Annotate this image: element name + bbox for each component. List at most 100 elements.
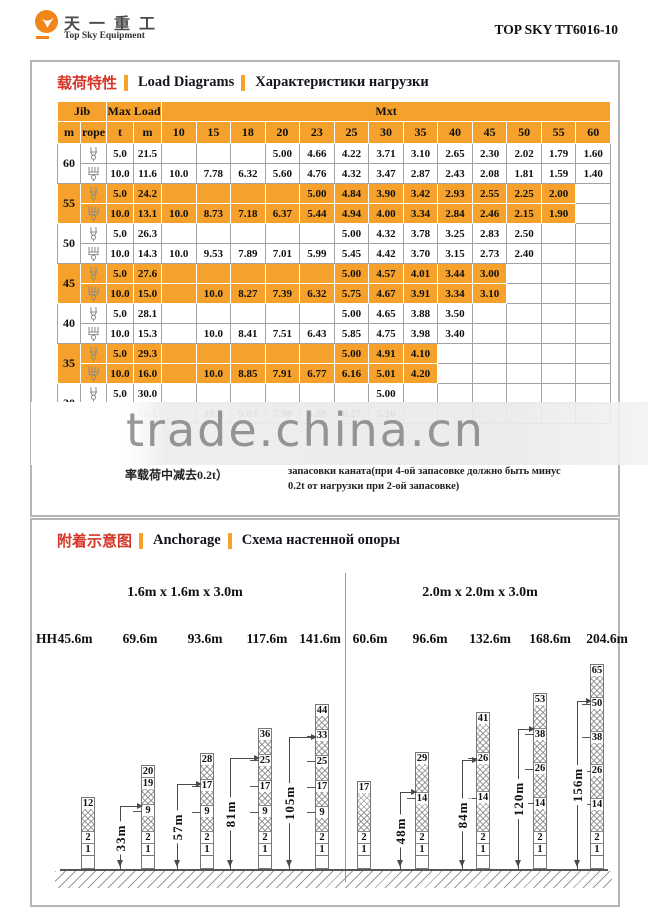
hh-value: 96.6m [412, 631, 448, 646]
load-value-cell: 3.50 [437, 303, 473, 324]
load-value-cell: 10.0 [195, 323, 232, 344]
load-value-cell [575, 343, 612, 364]
load-value-cell [299, 343, 335, 364]
load-value-cell: 4.75 [368, 323, 404, 344]
load-value-cell [506, 383, 542, 404]
load-value-cell: 2.43 [437, 163, 473, 184]
load-value-cell [264, 303, 301, 324]
max-load-m-cell: 15.0 [133, 283, 163, 304]
load-value-cell [264, 343, 301, 364]
two-fall-hook-icon [82, 226, 106, 242]
tower-section-number: 1 [259, 843, 271, 855]
load-value-cell [333, 383, 370, 404]
load-value-cell [506, 263, 542, 284]
tower-section-number: 26 [525, 762, 546, 774]
load-value-cell: 3.44 [437, 263, 473, 284]
max-load-m-cell: 14.3 [133, 243, 163, 264]
load-value-cell: 4.65 [368, 303, 404, 324]
tower-base-segment [259, 855, 271, 868]
load-value-cell [161, 343, 197, 364]
tower-lattice-segment [534, 705, 546, 728]
tower: 44 33 25 17 9 2 1 [307, 704, 329, 869]
load-value-cell [540, 223, 577, 244]
tower-lattice-segment [142, 816, 154, 831]
load-value-cell [161, 223, 197, 244]
tower-section-number: 1 [358, 843, 370, 855]
tower-lattice-segment [316, 716, 328, 730]
load-value-cell: 4.84 [333, 183, 370, 204]
dimension-arrow-right [311, 734, 320, 740]
load-value-cell: 1.90 [540, 203, 577, 224]
load-value-cell: 3.98 [402, 323, 439, 344]
load-value-cell: 4.67 [368, 283, 404, 304]
load-value-cell: 2.55 [471, 183, 508, 204]
load-value-cell: 2.93 [437, 183, 473, 204]
load-value-cell: 2.73 [471, 243, 508, 264]
load-value-cell [575, 183, 612, 204]
note-cn: 率载荷中减去0.2t） [125, 468, 228, 482]
jib-length-cell: 60 [57, 143, 81, 184]
rope-reeving-cell [79, 283, 108, 304]
anchorage-title-ru: Схема настенной опоры [241, 532, 400, 548]
max-load-m-cell: 29.3 [133, 343, 163, 364]
load-table-row: 305.030.05.00 [57, 383, 612, 424]
load-value-cell: 4.57 [368, 263, 404, 284]
tower-section-number: 28 [201, 754, 213, 765]
dimension-arrow-right [529, 726, 538, 732]
tower-lattice-segment [201, 765, 213, 779]
hh-value: 60.6m [352, 631, 388, 646]
load-value-cell: 5.60 [264, 163, 301, 184]
ground-line [60, 869, 608, 871]
load-value-cell: 3.47 [368, 163, 404, 184]
load-value-cell: 2.46 [471, 203, 508, 224]
load-value-cell [299, 303, 335, 324]
tower-section-number: 19 [142, 777, 154, 789]
tower-section-number: 1 [82, 843, 94, 855]
load-value-cell [575, 243, 612, 264]
dimension-height-label: 57m [169, 810, 187, 843]
load-value-cell: 3.91 [402, 283, 439, 304]
tower-lattice-segment [534, 739, 546, 762]
load-value-cell: 10.0 [195, 363, 232, 384]
radius-col-header: 10 [161, 121, 197, 144]
mast-size-label: 1.6m x 1.6m x 3.0m [127, 585, 243, 600]
four-fall-hook-icon [82, 206, 106, 222]
dimension-connector-line [578, 701, 591, 702]
load-table-row: 10.0 15.3 10.0 8.41 7.51 6.43 5.85 4.75 3.98 3.40 [58, 323, 612, 344]
dimension-height-label: 105m [281, 782, 299, 824]
radius-col-header: 45 [471, 121, 508, 144]
jib-length-cell: 40 [57, 303, 81, 344]
jib-length-cell: 50 [57, 223, 81, 264]
radius-col-header: 30 [368, 121, 404, 144]
tower-section-number: 9 [250, 805, 271, 818]
title-separator [227, 532, 232, 549]
load-value-cell: 4.76 [299, 163, 335, 184]
tower-lattice-segment [142, 789, 154, 804]
load-value-cell: 6.16 [333, 363, 370, 384]
ground-hatch [55, 871, 612, 888]
load-value-cell: 4.91 [368, 343, 404, 364]
tower-lattice-segment [259, 740, 271, 754]
load-value-cell [299, 223, 335, 244]
max-load-t-cell: 5.0 [106, 183, 135, 204]
max-load-t-cell: 5.0 [106, 263, 135, 284]
load-value-cell [230, 383, 266, 404]
tower-section-number: 36 [259, 729, 271, 740]
title-separator [241, 74, 246, 91]
max-load-m-cell: 13.1 [133, 203, 163, 224]
load-value-cell: 2.83 [471, 223, 508, 244]
tower-base-segment [534, 855, 546, 868]
load-value-cell: 8.85 [230, 363, 266, 384]
four-fall-hook-icon [82, 286, 106, 302]
tower-section-number: 12 [82, 798, 94, 809]
tower-lattice-segment [591, 742, 603, 765]
load-value-cell [195, 263, 232, 284]
load-value-cell: 5.00 [264, 143, 301, 164]
load-value-cell [230, 183, 266, 204]
tower: 41 26 14 2 1 [468, 712, 490, 869]
max-load-t-cell: 10.0 [106, 363, 135, 384]
load-value-cell [161, 323, 197, 344]
load-value-cell: 6.77 [299, 363, 335, 384]
two-fall-hook-icon [82, 266, 106, 282]
load-table-row: 50 5.0 26.3 5.00 4.32 3.78 3.25 2.83 2.50 [57, 223, 612, 264]
